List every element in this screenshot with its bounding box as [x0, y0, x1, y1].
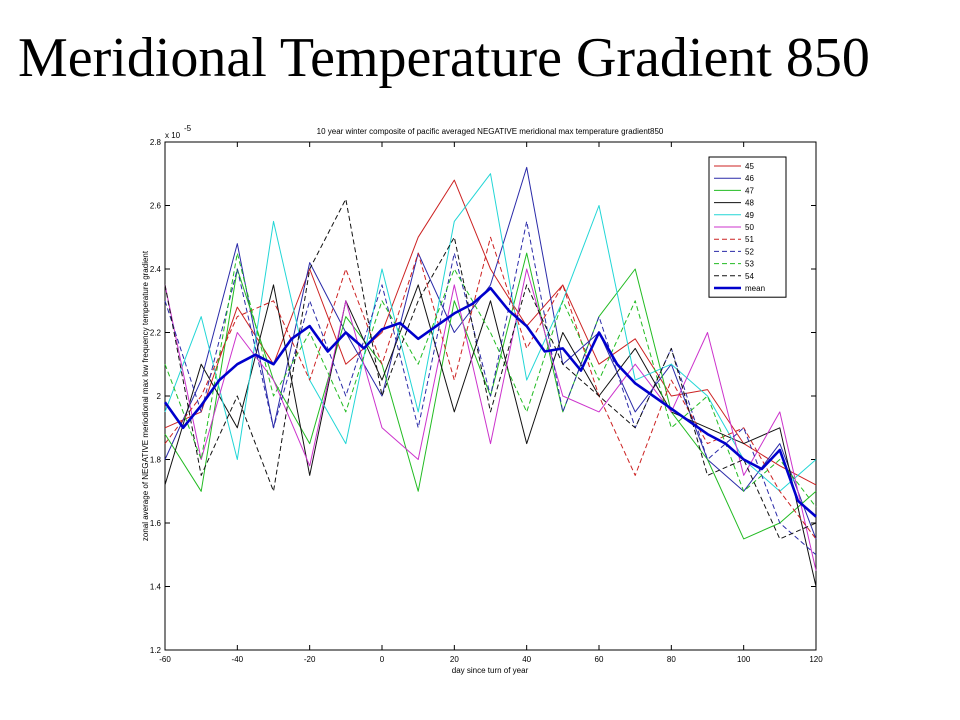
legend-label-49: 49: [745, 211, 754, 220]
y-axis-label: zonal average of NEGATIVE meriodional ma…: [141, 250, 150, 541]
y-axis-multiplier: x 10: [165, 131, 181, 140]
legend-label-54: 54: [745, 272, 754, 281]
series-line-54: [164, 198, 817, 540]
legend: 45 46 47 48 49 50 51 52 53 54 mean: [708, 156, 787, 298]
legend-label-46: 46: [745, 174, 754, 183]
x-tick-label: 40: [522, 655, 531, 664]
y-tick-label: 1.8: [150, 456, 162, 465]
chart-title: 10 year winter composite of pacific aver…: [317, 127, 664, 136]
series-layer: [163, 166, 817, 587]
series-line-48: [164, 284, 817, 587]
legend-label-45: 45: [745, 162, 754, 171]
x-axis-label: day since turn of year: [452, 666, 529, 675]
legend-label-mean: mean: [745, 284, 765, 293]
legend-label-47: 47: [745, 186, 754, 195]
legend-label-48: 48: [745, 199, 754, 208]
y-tick-label: 2.8: [150, 138, 162, 147]
series-line-52: [164, 220, 817, 556]
x-tick-label: 80: [667, 655, 676, 664]
legend-label-50: 50: [745, 223, 754, 232]
x-tick-label: 120: [809, 655, 823, 664]
legend-label-52: 52: [745, 247, 754, 256]
x-tick-label: 60: [595, 655, 604, 664]
x-tick-label: -20: [304, 655, 316, 664]
x-tick-label: -60: [159, 655, 171, 664]
y-tick-label: 1.2: [150, 646, 162, 655]
slide-title: Meridional Temperature Gradient 850: [18, 27, 870, 89]
axis-ticks: -60 -40 -20 0 20 40 60 80 100 120 1.2 1.4 1.6 1.8 2 2.2…: [150, 138, 823, 664]
y-tick-label: 2.2: [150, 329, 162, 338]
y-axis-exponent: -5: [184, 124, 192, 133]
x-tick-label: -40: [232, 655, 244, 664]
series-line-50: [164, 268, 817, 571]
series-line-49: [164, 173, 817, 492]
y-tick-label: 1.4: [150, 583, 162, 592]
x-tick-label: 0: [380, 655, 385, 664]
y-tick-label: 2: [157, 392, 162, 401]
x-tick-label: 100: [737, 655, 751, 664]
y-tick-label: 2.4: [150, 265, 162, 274]
y-tick-label: 2.6: [150, 202, 162, 211]
x-tick-label: 20: [450, 655, 459, 664]
series-line-mean: [163, 286, 817, 518]
series-line-51: [164, 236, 817, 540]
legend-label-51: 51: [745, 235, 754, 244]
legend-label-53: 53: [745, 260, 754, 269]
y-tick-label: 1.6: [150, 519, 162, 528]
series-line-53: [164, 252, 817, 508]
